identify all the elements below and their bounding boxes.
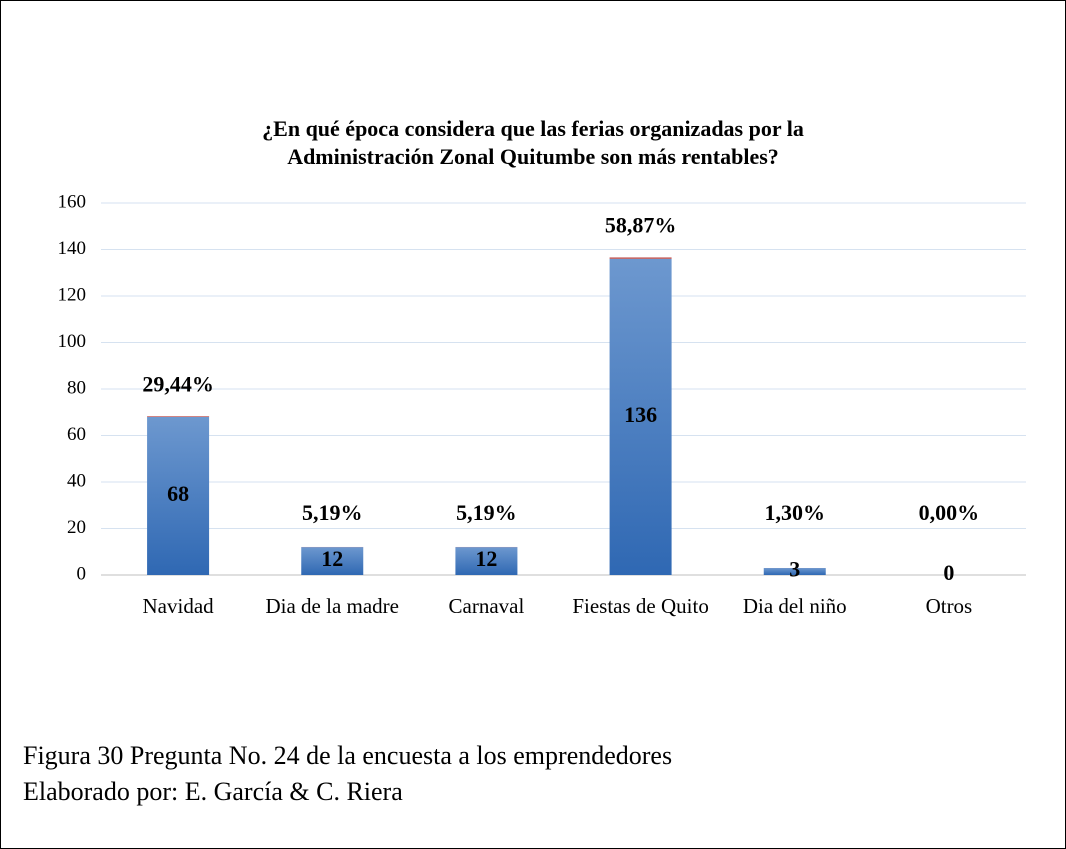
bar-segment: [147, 416, 210, 417]
data-label: 68: [167, 481, 189, 506]
bar-segment: [763, 568, 826, 575]
chart-title: ¿En qué época considera que las ferias o…: [262, 116, 804, 141]
data-label: 3: [789, 557, 800, 582]
y-tick-label: 100: [58, 331, 87, 352]
x-tick-label: Dia del niño: [742, 594, 847, 618]
data-label: 0,00%: [919, 500, 980, 525]
y-tick-label: 120: [58, 284, 87, 305]
caption: Figura 30 Pregunta No. 24 de la encuesta…: [23, 741, 673, 770]
y-tick-label: 80: [67, 377, 86, 398]
bar-segment: [301, 547, 364, 575]
data-label: 5,19%: [456, 500, 517, 525]
x-tick-label: Dia de la madre: [265, 594, 400, 618]
data-label: 12: [475, 546, 497, 571]
x-tick-label: Navidad: [142, 594, 214, 618]
data-label: 136: [624, 402, 657, 427]
y-tick-label: 60: [67, 424, 86, 445]
bar-segment: [147, 416, 210, 575]
bar-segment: [609, 258, 672, 575]
data-label: 58,87%: [605, 212, 677, 237]
bar-segment: [609, 257, 672, 259]
y-tick-label: 140: [58, 238, 87, 259]
y-tick-label: 40: [67, 470, 86, 491]
y-tick-label: 0: [77, 563, 87, 584]
data-label: 5,19%: [302, 500, 363, 525]
y-tick-label: 20: [67, 517, 86, 538]
data-label: 0: [943, 560, 954, 585]
chart-title: Administración Zonal Quitumbe son más re…: [287, 144, 779, 169]
data-label: 12: [321, 546, 343, 571]
y-tick-label: 160: [58, 191, 87, 212]
x-tick-label: Carnaval: [448, 594, 525, 618]
x-tick-label: Otros: [925, 594, 973, 618]
bar-segment: [455, 547, 518, 575]
x-tick-label: Fiestas de Quito: [572, 594, 709, 618]
caption: Elaborado por: E. García & C. Riera: [23, 777, 403, 806]
data-label: 1,30%: [765, 500, 826, 525]
data-label: 29,44%: [142, 371, 214, 396]
